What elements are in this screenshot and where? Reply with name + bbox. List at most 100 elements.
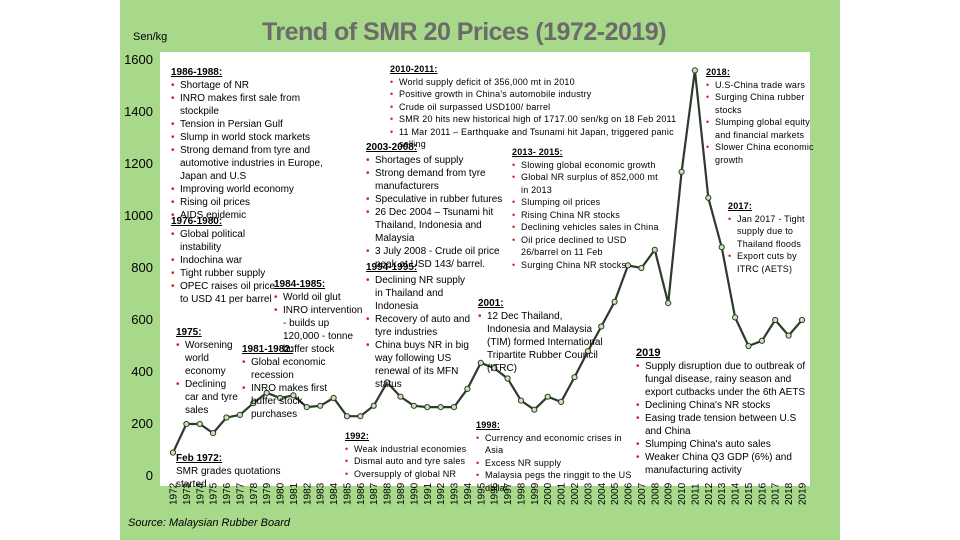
annotation-1981: 1981-1982:Global economic recessionINRO … [242,343,342,421]
x-tick-label: 1982 [302,482,313,505]
source-note: Source: Malaysian Rubber Board [128,517,291,529]
annotation-list: U.S-China trade warsSurging China rubber… [706,79,814,167]
annotation-item: Declining car and tyre sales [176,378,242,417]
x-tick-label: 1985 [342,482,353,505]
x-tick-label: 2016 [757,482,768,505]
annotation-heading: 1994-1995: [366,262,418,273]
x-tick-label: 2012 [704,482,715,505]
x-tick-label: 1989 [396,482,407,505]
annotation-item: Declining NR supply in Thailand and Indo… [366,274,474,313]
x-tick-label: 2018 [784,482,795,505]
annotation-item: Slumping oil prices [512,196,662,209]
annotation-item: Slower China economic growth [706,141,814,166]
annotation-item: Declining China's NR stocks [636,399,814,412]
annotation-1998: 1998: Currency and economic crises in Asi… [476,419,636,494]
annotation-item: Shortage of NR [171,79,339,92]
annotation-item: 26 Dec 2004 – Tsunami hit Thailand, Indo… [366,206,516,245]
data-point [210,430,217,437]
annotation-item: China buys NR in big way following US re… [366,339,474,391]
annotation-item: INRO makes first buffer stock purchases [242,382,342,421]
annotation-list: World supply deficit of 356,000 mt in 20… [390,76,690,151]
x-tick-label: 1977 [235,482,246,505]
annotation-item: Rising oil prices [171,196,339,209]
annotation-item: Tension in Persian Gulf [171,118,339,131]
annotation-1986: 1986-1988:Shortage of NRINRO makes first… [171,66,339,222]
annotation-item: Currency and economic crises in Asia [476,432,636,457]
annotation-item: Weaker China Q3 GDP (6%) and manufacturi… [636,451,814,477]
data-point [691,67,699,74]
annotation-heading: 1986-1988: [171,67,223,78]
annotation-2003: 2003-2008:Shortages of supplyStrong dema… [366,141,516,271]
data-point [424,404,431,411]
x-tick-label: 1992 [436,482,447,505]
x-tick-label: 2014 [731,482,742,505]
data-point [718,244,725,251]
annotation-item: Surging China NR stocks [512,259,662,272]
annotation-heading: 2019 [636,347,661,359]
x-tick-label: 2008 [650,482,661,505]
annotation-heading: 2013- 2015: [512,147,563,157]
x-tick-label: 2015 [744,482,755,505]
annotation-list: World oil glutINRO intervention - builds… [274,291,366,356]
annotation-item: Surging China rubber stocks [706,91,814,116]
annotation-item: SMR 20 hits new historical high of 1717.… [390,113,690,126]
annotation-heading: 2017: [728,201,753,211]
annotation-1972: Feb 1972: SMR grades quotations started [176,452,301,491]
annotation-item: Tight rubber supply [171,267,279,280]
annotation-item: Positive growth in China's automobile in… [390,88,690,101]
annotation-heading: 2010-2011: [390,64,438,74]
annotation-item: World oil glut [274,291,366,304]
annotation-heading: 1984-1985: [274,279,326,290]
data-point [785,332,792,339]
annotation-item: 11 Mar 2011 – Earthquake and Tsunami hit… [390,126,690,151]
data-point [772,316,779,324]
annotation-item: SMR grades quotations started [176,466,281,490]
x-tick-label: 1979 [262,482,273,505]
y-axis: 0 200 400 600 800 1000 1200 1400 1600 [124,52,153,483]
annotation-item: Export cuts by ITRC (AETS) [728,250,814,275]
annotation-1994: 1994-1995:Declining NR supply in Thailan… [366,261,474,391]
annotation-item: Oversupply of global NR [345,468,485,481]
y-tick-label: 0 [146,468,153,483]
annotation-item: Oil price declined to USD 26/barrel on 1… [512,234,662,259]
annotation-item: Supply disruption due to outbreak of fun… [636,360,814,399]
x-tick-label: 1984 [329,482,340,505]
x-tick-label: 1994 [463,482,474,505]
annotation-list: Jan 2017 - Tight supply due to Thailand … [728,213,814,276]
annotation-item: Strong demand from tyre and automotive i… [171,144,339,183]
data-point [370,402,377,409]
data-point [732,314,739,321]
annotation-item: Improving world economy [171,183,339,196]
x-tick-label: 1976 [222,482,233,505]
y-tick-label: 1400 [124,104,153,119]
data-point [611,298,618,305]
annotation-item: Rising China NR stocks [512,209,662,222]
annotation-list: Slowing global economic growthGlobal NR … [512,159,662,272]
data-point [558,398,565,405]
annotation-heading: 1992: [345,431,370,441]
annotation-heading: 2018: [706,67,731,77]
x-tick-label: 2013 [717,482,728,505]
annotation-item: INRO makes first sale from stockpile [171,92,339,118]
y-tick-label: 200 [131,416,153,431]
data-point [705,194,712,201]
data-point [665,300,672,307]
x-tick-label: 1980 [276,482,287,505]
annotation-list: Shortages of supplyStrong demand from ty… [366,154,516,271]
data-point [678,168,685,175]
annotation-item: Crude oil surpassed USD100/ barrel [390,101,690,114]
x-tick-label: 1983 [316,482,327,505]
chart-title: Trend of SMR 20 Prices (1972-2019) [262,18,667,46]
x-tick-label: 2010 [677,482,688,505]
annotation-heading: 1975: [176,327,202,338]
x-tick-label: 1974 [195,482,206,505]
annotation-list: Supply disruption due to outbreak of fun… [636,360,814,477]
annotation-1984: 1984-1985:World oil glutINRO interventio… [274,278,366,356]
data-point [531,406,538,413]
x-tick-label: 1975 [209,482,220,505]
annotation-item: AIDS epidemic [171,209,339,222]
annotation-heading: 2003-2008: [366,142,418,153]
annotation-list: Global political instabilityIndochina wa… [171,228,279,306]
annotation-list: Shortage of NRINRO makes first sale from… [171,79,339,222]
